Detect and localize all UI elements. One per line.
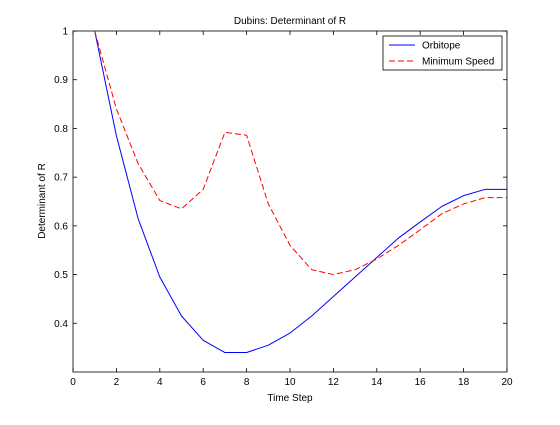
legend-label-minimum-speed: Minimum Speed <box>422 57 494 68</box>
y-tick-label: 0.7 <box>54 173 68 184</box>
y-axis-label: Determinant of R <box>37 163 48 239</box>
y-tick-label: 1 <box>62 27 68 38</box>
x-tick-label: 18 <box>458 377 470 388</box>
x-tick-label: 8 <box>244 377 250 388</box>
x-tick-label: 20 <box>501 377 513 388</box>
y-tick-label: 0.5 <box>54 270 68 281</box>
legend-box <box>382 35 503 71</box>
y-tick-label: 0.8 <box>54 124 68 135</box>
series-line-minimum-speed <box>94 30 507 276</box>
y-axis-ticks: 0.4 0.5 0.6 0.7 0.8 0.9 1 <box>54 27 507 330</box>
series-layer <box>94 30 507 354</box>
y-tick-label: 0.6 <box>54 221 68 232</box>
legend-label-orbitope: Orbitope <box>422 41 461 52</box>
legend: Orbitope Minimum Speed <box>382 35 503 71</box>
x-axis-ticks: 0 2 4 6 8 10 12 14 16 18 20 <box>70 31 513 388</box>
x-tick-label: 4 <box>157 377 163 388</box>
x-tick-label: 16 <box>415 377 427 388</box>
x-tick-label: 0 <box>70 377 76 388</box>
x-tick-label: 10 <box>284 377 296 388</box>
y-tick-label: 0.9 <box>54 75 68 86</box>
chart-title: Dubins: Determinant of R <box>234 16 346 27</box>
y-tick-label: 0.4 <box>54 319 68 330</box>
x-axis-label: Time Step <box>267 393 313 404</box>
x-tick-label: 12 <box>328 377 340 388</box>
x-tick-label: 6 <box>200 377 206 388</box>
x-tick-label: 14 <box>371 377 383 388</box>
series-line-orbitope <box>94 30 507 354</box>
plot-area <box>72 30 508 373</box>
x-tick-label: 2 <box>114 377 120 388</box>
